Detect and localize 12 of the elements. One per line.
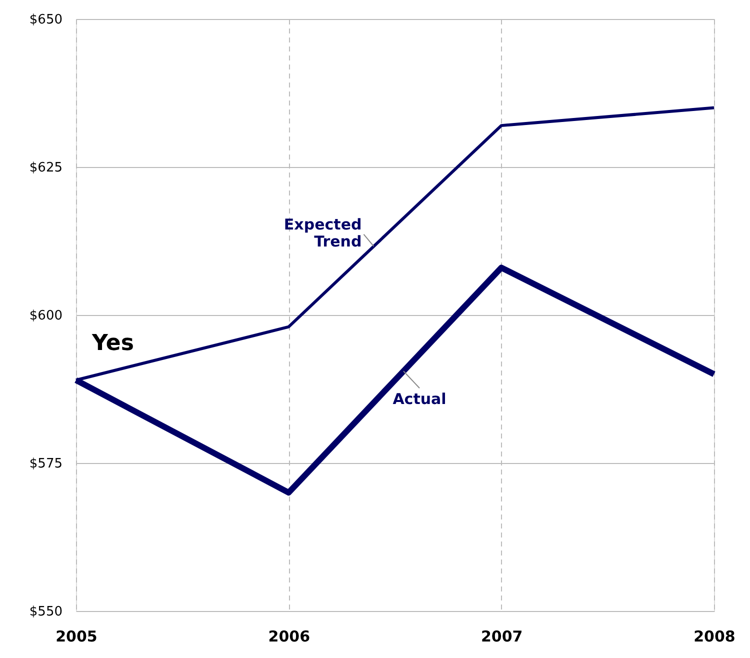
annotation: Yes [91,331,134,356]
series-label: Expected Trend [284,215,362,250]
x-tick-label: 2007 [480,628,523,646]
y-tick-label: $575 [29,456,62,472]
y-tick-label: $550 [29,604,62,620]
y-tick-label: $625 [29,160,62,176]
x-tick-label: 2005 [56,628,98,646]
y-tick-label: $650 [29,12,62,28]
y-tick-label: $600 [29,308,62,324]
series-label: Actual [392,390,446,408]
x-tick-label: 2006 [268,628,310,646]
x-tick-label: 2008 [694,628,736,646]
